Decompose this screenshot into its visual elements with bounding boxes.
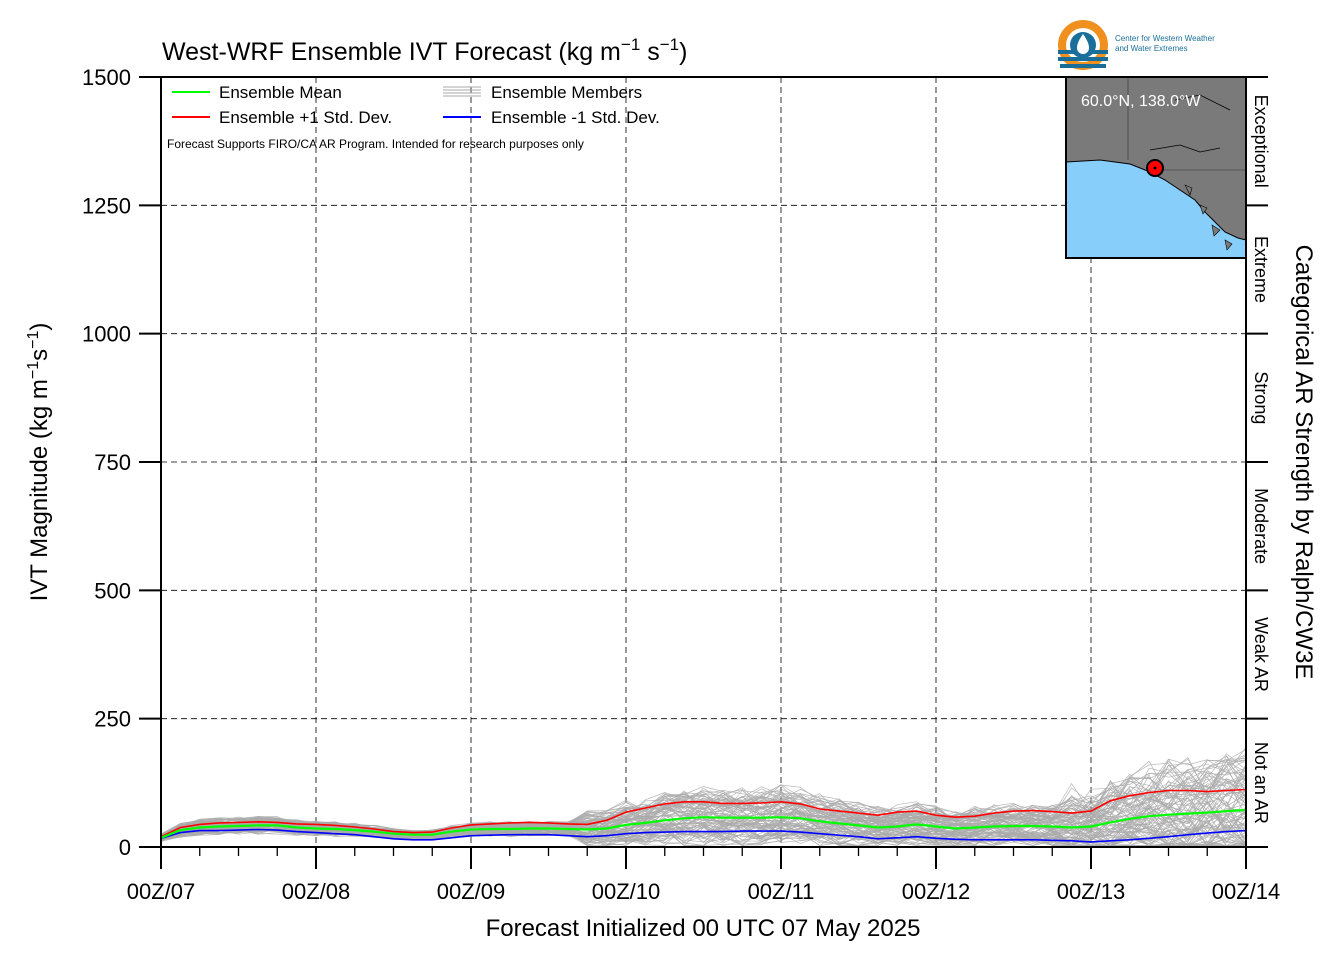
cw3e-logo: Center for Western Weather and Water Ext…: [1058, 20, 1215, 70]
category-label: Moderate: [1251, 488, 1271, 564]
ensemble-member-line: [160, 758, 1247, 836]
ensemble-member-line: [160, 796, 1247, 840]
series-plus-one-std: [160, 788, 1247, 838]
y-tick-label: 1250: [82, 193, 131, 218]
series-minus-one-std: [160, 828, 1247, 843]
y-tick-label: 250: [94, 707, 131, 732]
x-tick-label: 00Z/14: [1212, 879, 1281, 904]
x-tick-label: 00Z/07: [127, 879, 196, 904]
legend-label-plus-std: Ensemble +1 Std. Dev.: [219, 108, 392, 127]
grid-lines: [161, 77, 1246, 847]
x-axis-label: Forecast Initialized 00 UTC 07 May 2025: [486, 915, 921, 942]
legend-label-members: Ensemble Members: [491, 83, 642, 102]
logo-text-line2: and Water Extremes: [1115, 44, 1188, 53]
legend-label-mean: Ensemble Mean: [219, 83, 342, 102]
series-ensemble-mean: [160, 808, 1247, 839]
map-location-label: 60.0°N, 138.0°W: [1081, 93, 1201, 110]
inset-map-frame: [1065, 76, 1247, 259]
category-label: Strong: [1251, 371, 1271, 424]
category-label: Not an AR: [1251, 742, 1271, 824]
inset-map: 60.0°N, 138.0°W: [1065, 76, 1247, 259]
right-axis-label: Categorical AR Strength by Ralph/CW3E: [1290, 245, 1317, 680]
x-tick-label: 00Z/12: [902, 879, 971, 904]
x-tick-label: 00Z/11: [748, 879, 815, 904]
y-tick-label: 1000: [82, 322, 131, 347]
ensemble-member-line: [160, 774, 1247, 837]
x-tick-label: 00Z/10: [592, 879, 661, 904]
category-label: Exceptional: [1251, 95, 1271, 188]
y-tick-label: 0: [119, 835, 131, 860]
ensemble-member-line: [160, 774, 1247, 835]
legend: Ensemble Mean Ensemble +1 Std. Dev. Ense…: [167, 83, 660, 151]
x-tick-label: 00Z/08: [282, 879, 351, 904]
category-label: Extreme: [1251, 236, 1271, 303]
legend-label-minus-std: Ensemble -1 Std. Dev.: [491, 108, 660, 127]
axis-ticks: 0 250 500 750 1000 1250 1500 00Z/07 00Z/08 00Z/09…: [82, 65, 1280, 904]
legend-swatch-members: [443, 86, 481, 97]
y-tick-label: 1500: [82, 65, 131, 90]
ensemble-member-line: [160, 791, 1247, 839]
research-note: Forecast Supports FIRO/CA AR Program. In…: [167, 137, 584, 151]
water-drop-icon: [1077, 34, 1089, 54]
chart-title: West-WRF Ensemble IVT Forecast (kg m−1 s…: [162, 35, 687, 66]
y-tick-label: 750: [94, 450, 131, 475]
x-tick-label: 00Z/13: [1057, 879, 1126, 904]
y-tick-label: 500: [94, 578, 131, 603]
y-axis-label: IVT Magnitude (kg m−1s−1): [25, 323, 53, 602]
ensemble-series: [160, 788, 1247, 843]
x-tick-label: 00Z/09: [437, 879, 506, 904]
ensemble-member-line: [160, 761, 1247, 835]
logo-text-line1: Center for Western Weather: [1115, 34, 1215, 43]
category-label: Weak AR: [1251, 617, 1271, 692]
